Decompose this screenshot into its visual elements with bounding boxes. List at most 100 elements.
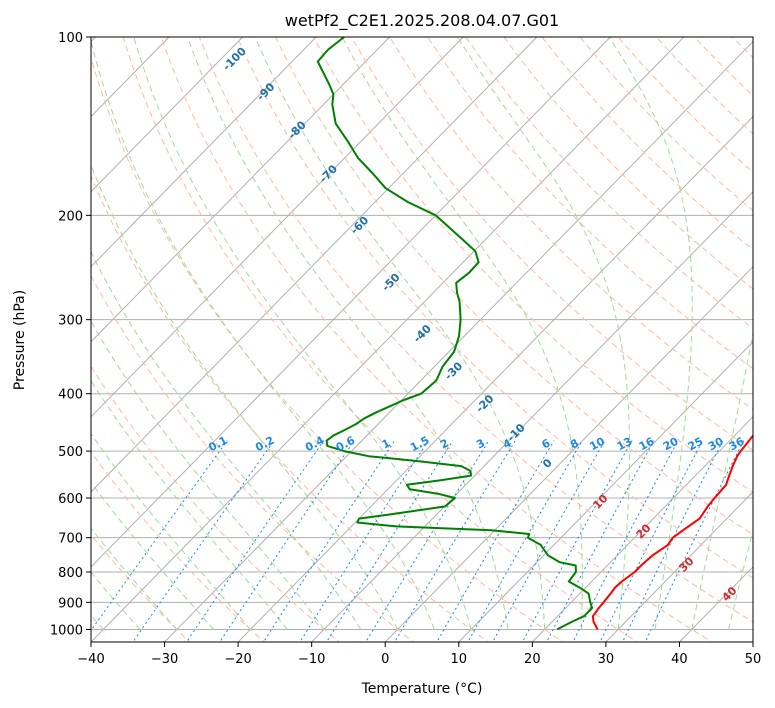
moist-adiabat-line [91, 250, 362, 630]
dry-adiabat-line [731, 37, 753, 59]
x-axis: −40 −30 −20 −10 0 10 20 30 40 50 [77, 642, 761, 667]
dry-adiabat-line [91, 451, 266, 642]
mixing-ratio-label: 13 [615, 435, 635, 454]
background-lines [91, 37, 775, 644]
mixing-ratio-label: 6 [540, 436, 553, 451]
isotherm-line [91, 37, 538, 493]
isotherm-line [91, 37, 317, 268]
moist-adiabat-line [133, 37, 472, 630]
moist-adiabat-line [91, 379, 288, 630]
moist-adiabat-line [91, 432, 251, 630]
dry-adiabat-line [236, 37, 753, 579]
x-axis-label: Temperature (°C) [361, 681, 483, 697]
mixing-ratio-line [262, 440, 396, 642]
isotherm-line [237, 115, 753, 642]
y-tick-label: 500 [58, 445, 83, 460]
dry-adiabat-label: -60 [348, 214, 371, 237]
dry-adiabat-line [579, 37, 753, 212]
dry-adiabat-label: -40 [411, 322, 434, 345]
isotherm-line [605, 491, 753, 642]
mixing-ratio-label: 10 [587, 434, 607, 453]
x-tick-label: 20 [524, 652, 541, 667]
mixing-ratio-line [299, 440, 429, 642]
moist-adiabat-line [608, 37, 693, 630]
moist-adiabat-line [91, 527, 178, 630]
x-tick-label: −30 [151, 652, 178, 667]
dry-adiabat-line [160, 37, 713, 642]
moist-adiabat-line [91, 571, 141, 630]
dry-adiabat-line [503, 37, 753, 290]
y-axis: 100 200 300 400 500 600 700 800 900 1000 [50, 31, 91, 638]
y-tick-label: 800 [58, 566, 83, 581]
dry-adiabat-line [91, 174, 489, 642]
dry-adiabat-line [91, 365, 340, 642]
y-tick-label: 700 [58, 532, 83, 547]
moist-adiabat-label: 20 [633, 521, 653, 541]
isotherm-line [679, 566, 753, 642]
y-tick-label: 900 [58, 596, 83, 611]
mixing-ratio-line [599, 440, 704, 642]
dry-adiabat-line [770, 37, 775, 644]
isotherm-line [458, 341, 753, 642]
mixing-ratio-label: 30 [706, 435, 726, 454]
chart-title: wetPf2_C2E1.2025.208.04.07.G01 [285, 11, 559, 31]
y-tick-label: 1000 [50, 623, 83, 638]
moist-adiabat-line [187, 37, 509, 630]
isotherm-line [91, 37, 611, 568]
moist-adiabat-line [254, 37, 546, 630]
plot-frame [90, 36, 754, 643]
x-tick-label: 40 [671, 652, 688, 667]
isotherm-line [752, 641, 753, 642]
dry-adiabat-label: 0 [540, 456, 555, 471]
dry-adiabat-label: -20 [473, 392, 496, 415]
moist-adiabat-label: 10 [590, 492, 610, 512]
x-tick-label: 50 [745, 652, 762, 667]
dry-adiabat-label: -50 [379, 270, 402, 293]
mixing-ratio-label: 20 [661, 435, 681, 454]
isotherm-line [91, 37, 464, 418]
x-tick-label: 10 [451, 652, 468, 667]
x-tick-label: 0 [381, 652, 389, 667]
isotherm-line [164, 40, 753, 642]
mixing-ratio-line [326, 440, 454, 642]
moist-adiabat-line [691, 330, 753, 630]
mixing-ratio-line [492, 440, 606, 642]
isotherm-line [384, 266, 753, 642]
dry-adiabat-line [693, 37, 753, 97]
dry-adiabat-line [427, 37, 753, 370]
x-tick-label: −40 [77, 652, 104, 667]
temperature-curve [591, 433, 753, 630]
dry-adiabat-line [91, 534, 191, 642]
moist-adiabat-line [91, 39, 435, 630]
y-tick-label: 600 [58, 492, 83, 507]
moist-adiabat-line [91, 320, 325, 630]
mixing-ratio-line [644, 440, 745, 642]
x-tick-label: −10 [298, 652, 325, 667]
mixing-ratio-line [365, 440, 490, 642]
mixing-ratio-label: 36 [727, 435, 747, 454]
dry-adiabat-line [655, 37, 753, 135]
y-tick-label: 300 [58, 314, 83, 329]
mixing-ratio-line [572, 440, 679, 642]
dry-adiabat-line [91, 56, 564, 642]
mixing-ratio-label: 3 [474, 436, 487, 451]
dry-adiabat-label: -100 [220, 44, 249, 73]
dry-adiabat-label: -90 [254, 80, 277, 103]
dry-adiabat-line [541, 37, 753, 251]
mixing-ratio-label: 25 [686, 435, 706, 454]
x-tick-label: 30 [598, 652, 615, 667]
mixing-ratio-line [436, 440, 555, 642]
mixing-ratio-line [394, 440, 516, 642]
dry-adiabat-line [122, 37, 639, 642]
isotherm-line [311, 190, 753, 642]
y-tick-label: 100 [58, 31, 83, 46]
dry-adiabat-line [313, 37, 753, 493]
x-tick-label: −20 [224, 652, 251, 667]
moist-adiabat-line [91, 481, 214, 630]
dewpoint-curve [316, 37, 594, 631]
y-axis-label: Pressure (hPa) [12, 290, 28, 390]
dry-adiabat-line [91, 274, 415, 642]
moist-adiabat-line [341, 37, 583, 630]
profile-curves [316, 37, 753, 631]
